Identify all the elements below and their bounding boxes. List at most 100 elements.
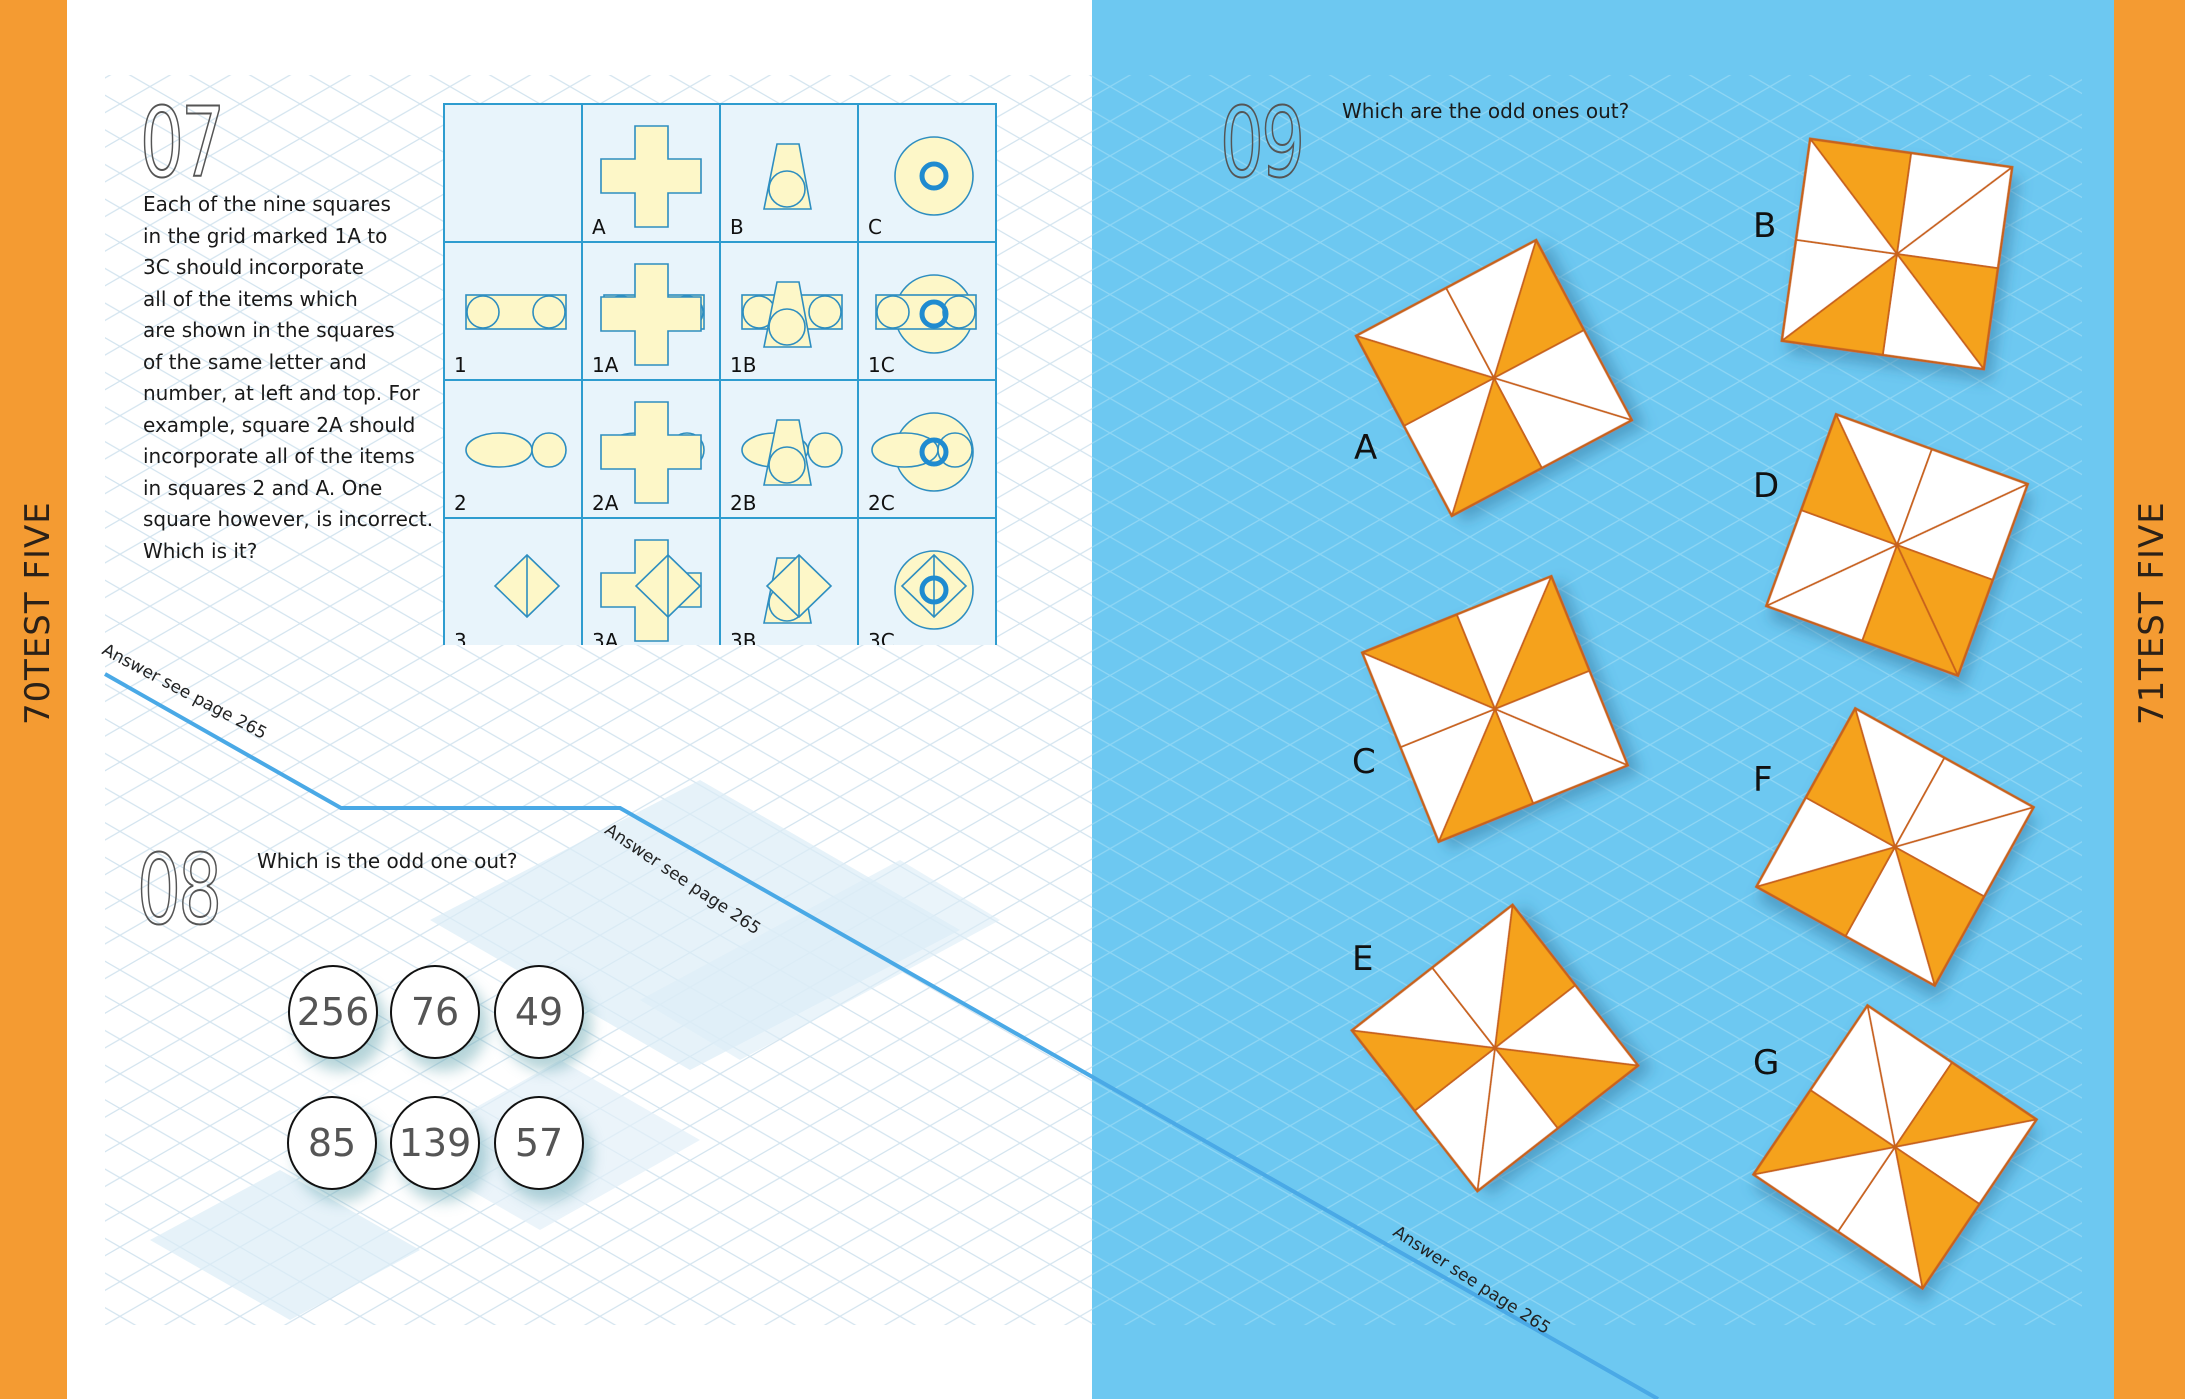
grid-cell-label: 2 <box>454 491 467 515</box>
puzzle-08-question: Which is the odd one out? <box>257 849 518 873</box>
instruction-line: are shown in the squares <box>143 318 395 342</box>
square-outline <box>1360 574 1630 844</box>
square-outline <box>1354 238 1634 518</box>
ring-shape <box>919 161 949 191</box>
square-outline <box>1754 706 2036 988</box>
circle-shape <box>942 295 976 329</box>
large-circle-shape <box>894 136 974 216</box>
grid-cell-1C: 1C <box>857 241 997 381</box>
cross-shape <box>600 125 702 228</box>
grid-cell-1A: 1A <box>581 241 721 381</box>
circle-shape <box>768 446 806 484</box>
grid-cell-3B: 3B <box>719 517 859 645</box>
grid-cell-1B: 1B <box>719 241 859 381</box>
grid-cell-B: B <box>719 103 859 243</box>
grid-cell-label: B <box>730 215 744 239</box>
grid-cell-label: 2A <box>592 491 619 515</box>
square-outline <box>1764 412 2030 678</box>
circle-shape <box>466 295 500 329</box>
light-diamond-shading <box>640 860 1000 1060</box>
number-circle-option[interactable]: 85 <box>287 1096 377 1190</box>
grid-cell-2A: 2A <box>581 379 721 519</box>
grid-cell-3: 3 <box>443 517 583 645</box>
number-circle-option[interactable]: 57 <box>494 1096 584 1190</box>
puzzle-number-08: 08 <box>136 834 223 946</box>
square-option-D[interactable] <box>1764 412 2030 678</box>
grid-cell-label: 3 <box>454 629 467 645</box>
option-label-G: G <box>1753 1043 1780 1083</box>
grid-cell-1: 1 <box>443 241 583 381</box>
square-outline <box>1780 137 2014 371</box>
option-label-F: F <box>1753 760 1773 800</box>
puzzle-09-question: Which are the odd ones out? <box>1342 99 1630 123</box>
puzzle-number-09: 09 <box>1219 87 1306 199</box>
number-circle-option[interactable]: 49 <box>494 965 584 1059</box>
square-option-E[interactable] <box>1350 903 1640 1193</box>
square-option-F[interactable] <box>1754 706 2036 988</box>
option-label-C: C <box>1352 742 1376 782</box>
instruction-line: example, square 2A should <box>143 412 416 437</box>
grid-cell-label: 1A <box>592 353 619 377</box>
grid-cell-label: 1B <box>730 353 756 377</box>
circle-shape <box>768 308 806 346</box>
option-label-D: D <box>1753 466 1780 506</box>
left-side-bar: 70 TEST FIVE <box>0 0 67 1399</box>
right-side-bar: 71 TEST FIVE <box>2114 0 2185 1399</box>
option-label-B: B <box>1753 206 1777 246</box>
ring-shape <box>919 575 949 605</box>
number-circle-option[interactable]: 76 <box>390 965 480 1059</box>
circle-shape <box>876 295 910 329</box>
grid-cell-2B: 2B <box>719 379 859 519</box>
grid-cell-label: 2B <box>730 491 756 515</box>
circle-shape <box>807 432 843 468</box>
grid-cell-label: 1 <box>454 353 467 377</box>
grid-cell-label: C <box>868 215 882 239</box>
grid-cell-label: A <box>592 215 606 239</box>
circle-shape <box>808 295 842 329</box>
square-option-A[interactable] <box>1354 238 1634 518</box>
divider-line <box>104 672 1659 1399</box>
instruction-line: in squares 2 and A. One <box>143 475 383 500</box>
grid-cell-C: C <box>857 103 997 243</box>
circle-shape <box>532 295 566 329</box>
instruction-line: all of the items which <box>143 286 358 311</box>
grid-cell-label: 2C <box>868 491 895 515</box>
puzzle-number-07: 07 <box>139 87 226 199</box>
square-option-C[interactable] <box>1360 574 1630 844</box>
instruction-line: number, at left and top. For <box>143 381 420 405</box>
instruction-line: incorporate all of the items <box>143 444 415 468</box>
square-option-G[interactable] <box>1751 1003 2039 1291</box>
grid-cell-blank <box>443 103 583 243</box>
option-label-E: E <box>1352 939 1374 979</box>
grid-cell-A: A <box>581 103 721 243</box>
ring-shape <box>919 299 949 329</box>
number-circle-option[interactable]: 256 <box>288 965 378 1059</box>
circle-shape <box>531 432 567 468</box>
option-label-A: A <box>1354 428 1378 468</box>
circle-shape <box>768 170 806 208</box>
grid-cell-2C: 2C <box>857 379 997 519</box>
light-diamond-shading <box>150 1170 420 1320</box>
cross-shape <box>600 263 702 366</box>
instruction-line: Which is it? <box>143 538 258 563</box>
instruction-line: square however, is incorrect. <box>143 507 434 531</box>
instruction-line: 3C should incorporate <box>143 255 364 279</box>
puzzle-07-grid: A B C 1 1A 1B 1C 2 2A 2B 2C 3 3A 3B 3C <box>443 103 997 645</box>
number-circle-option[interactable]: 139 <box>390 1096 480 1190</box>
puzzle-07-instructions: Each of the nine squares in the grid mark… <box>143 189 433 567</box>
square-outline <box>1751 1003 2039 1291</box>
grid-cell-3C: 3C <box>857 517 997 645</box>
instruction-line: of the same letter and <box>143 349 367 374</box>
square-option-B[interactable] <box>1780 137 2014 371</box>
grid-cell-label: 1C <box>868 353 895 377</box>
grid-cell-background <box>443 103 583 243</box>
grid-cell-label: 3C <box>868 629 895 645</box>
grid-cell-3A: 3A <box>581 517 721 645</box>
instruction-line: Each of the nine squares <box>143 192 391 216</box>
grid-cell-label: 3A <box>592 629 619 645</box>
cross-shape <box>600 401 702 504</box>
instruction-line: in the grid marked 1A to <box>143 223 388 248</box>
square-outline <box>1350 903 1640 1193</box>
ring-shape <box>919 437 949 467</box>
